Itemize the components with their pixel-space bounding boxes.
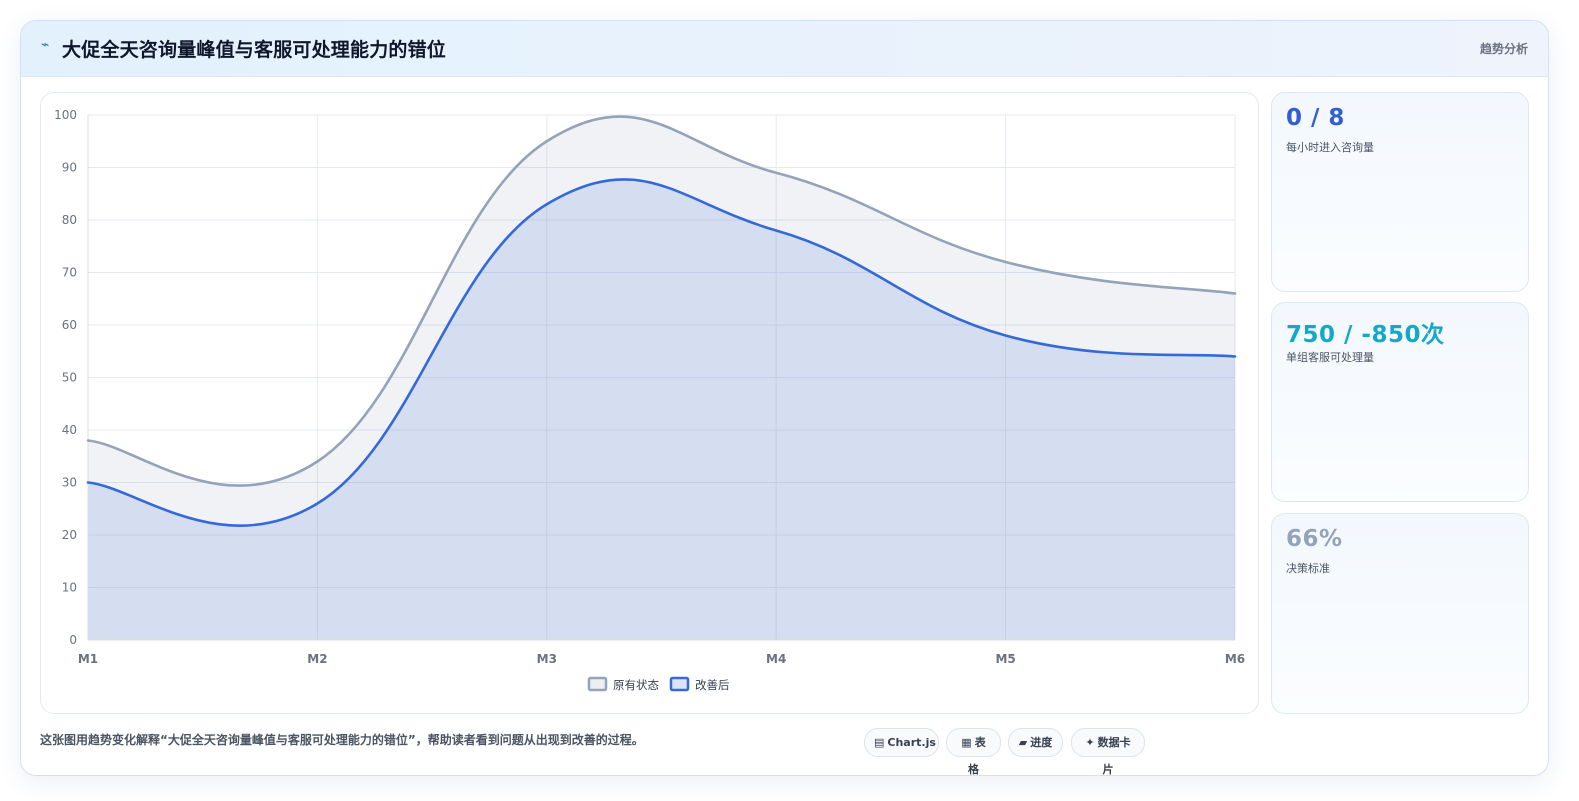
y-tick-label: 20 — [62, 528, 77, 542]
x-tick-label: M4 — [766, 652, 786, 666]
y-tick-label: 60 — [62, 318, 77, 332]
legend-swatch — [587, 676, 608, 692]
legend-label: 原有状态 — [613, 678, 659, 692]
card-header: ⌁ 大促全天咨询量峰值与客服可处理能力的错位 趋势分析 — [21, 21, 1548, 77]
stat-value: 750 / -850次 — [1286, 322, 1445, 348]
y-tick-label: 90 — [62, 161, 77, 175]
chip-table[interactable]: ▦ 表格 — [946, 728, 1001, 775]
chart-title: 大促全天咨询量峰值与客服可处理能力的错位 — [62, 39, 447, 61]
x-tick-label: M3 — [537, 652, 557, 666]
x-tick-label: M2 — [307, 652, 327, 666]
stat-card-inquiries: 0 / 8 每小时进入咨询量 — [1271, 92, 1529, 292]
chip-label: Chart.js — [887, 736, 936, 749]
chip-label: 进度 — [1030, 736, 1053, 749]
stat-card-standard: 66% 决策标准 — [1271, 513, 1529, 714]
y-tick-label: 80 — [62, 213, 77, 227]
stat-value: 66% — [1286, 526, 1343, 552]
header-tag: 趋势分析 — [1479, 42, 1528, 56]
legend-swatch — [669, 676, 690, 692]
chip-data-card[interactable]: ✦ 数据卡片 — [1071, 728, 1145, 775]
stat-label: 每小时进入咨询量 — [1286, 141, 1374, 154]
x-tick-label: M1 — [78, 652, 98, 666]
chart-description: 这张图用趋势变化解释“大促全天咨询量峰值与客服可处理能力的错位”，帮助读者看到问… — [40, 733, 644, 747]
y-tick-label: 70 — [62, 266, 77, 280]
x-tick-label: M6 — [1225, 652, 1245, 666]
y-tick-label: 10 — [62, 581, 77, 595]
x-tick-label: M5 — [995, 652, 1015, 666]
chart-panel: 0 10 20 30 40 50 60 70 80 90 100 M1 M2 M3 M4 M5 M6 原有状态 改善… — [40, 92, 1259, 714]
chip-progress[interactable]: ▰ 进度 — [1008, 728, 1063, 757]
table-icon: ▦ — [961, 736, 972, 749]
legend-label: 改善后 — [695, 678, 730, 692]
stat-label: 单组客服可处理量 — [1286, 351, 1374, 364]
stat-card-capacity: 750 / -850次 单组客服可处理量 — [1271, 302, 1529, 502]
chip-chartjs[interactable]: ▤ Chart.js — [864, 728, 939, 757]
y-tick-label: 30 — [62, 476, 77, 490]
chip-label: 表格 — [968, 736, 986, 776]
y-tick-label: 0 — [69, 633, 77, 647]
series-line-2 — [86, 178, 1237, 527]
chip-label: 数据卡片 — [1097, 736, 1131, 776]
y-tick-label: 50 — [62, 371, 77, 385]
y-tick-label: 100 — [54, 108, 77, 122]
card-icon: ✦ — [1085, 736, 1095, 749]
series-line-1 — [86, 115, 1237, 487]
y-tick-label: 40 — [62, 423, 77, 437]
lightning-icon: ⌁ — [41, 37, 50, 53]
chart-icon: ▤ — [874, 736, 885, 749]
stat-value: 0 / 8 — [1286, 105, 1345, 131]
progress-icon: ▰ — [1018, 736, 1028, 749]
stat-label: 决策标准 — [1286, 562, 1330, 575]
chart-card: ⌁ 大促全天咨询量峰值与客服可处理能力的错位 趋势分析 0 10 20 30 40 50 6… — [20, 20, 1549, 776]
series-area-1 — [88, 116, 1235, 640]
series-area-2 — [88, 179, 1235, 640]
area-chart: 0 10 20 30 40 50 60 70 80 90 100 M1 M2 M3 M4 M5 M6 原有状态 改善… — [54, 108, 1245, 692]
